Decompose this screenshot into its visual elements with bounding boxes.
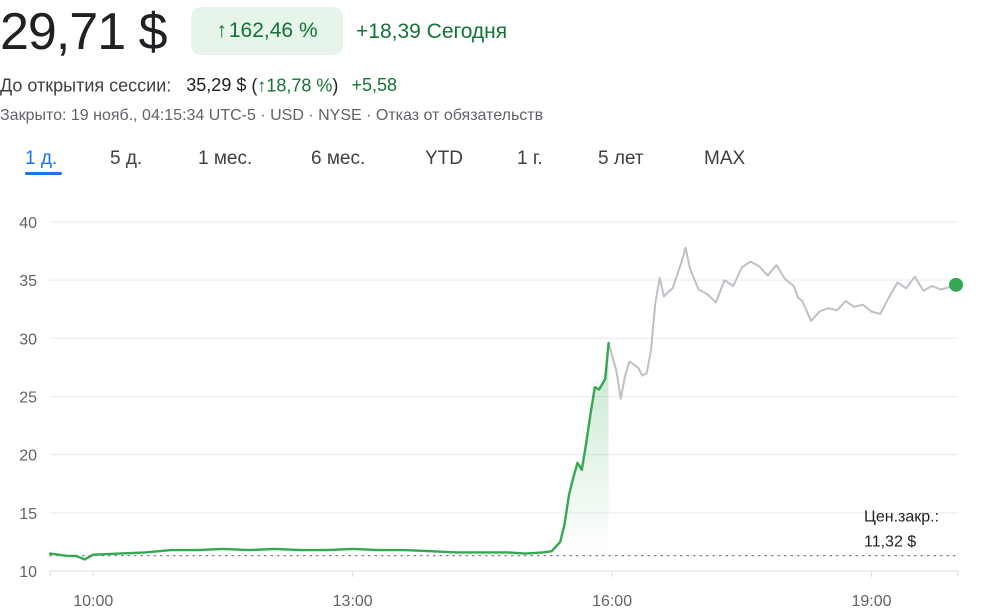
previous-close: Цен.закр.: 11,32 $ <box>49 509 959 557</box>
after-hours-line <box>607 246 959 400</box>
y-tick-label: 35 <box>19 273 37 290</box>
tab-max[interactable]: MAX <box>704 148 746 169</box>
x-tick-label: 19:00 <box>852 593 892 610</box>
y-tick-label: 10 <box>19 564 37 581</box>
premarket-paren-open: ( <box>251 75 258 96</box>
premarket-row: До открытия сессии: 35,29 $ (↑18,78 %) +… <box>0 71 397 97</box>
range-tabs: 1 д. 5 д. 1 мес. 6 мес. YTD 1 г. 5 лет M… <box>0 146 800 180</box>
tab-6m[interactable]: 6 мес. <box>311 148 366 169</box>
y-tick-label: 40 <box>19 215 37 232</box>
change-percent-value: 162,46 % <box>228 19 318 42</box>
y-tick-label: 20 <box>19 448 37 465</box>
y-tick-label: 15 <box>19 506 37 523</box>
arrow-up-icon: ↑ <box>257 75 267 96</box>
regular-session-line <box>48 341 610 561</box>
change-today: +18,39 Сегодня <box>356 20 508 43</box>
tab-1y[interactable]: 1 г. <box>517 148 543 169</box>
premarket-change: +5,58 <box>351 75 397 96</box>
price-chart[interactable]: 10 15 20 25 30 35 40 10:00 13:00 16:00 19:00 Цен.… <box>0 195 1000 614</box>
series-layer <box>48 246 963 561</box>
tab-1m[interactable]: 1 мес. <box>198 148 253 169</box>
tab-5y[interactable]: 5 лет <box>598 148 644 169</box>
tab-5d[interactable]: 5 д. <box>110 148 143 169</box>
regular-session-area <box>551 343 609 556</box>
previous-close-value: 11,32 $ <box>864 534 916 551</box>
tab-ytd[interactable]: YTD <box>425 148 463 169</box>
last-price-dot <box>949 277 963 292</box>
y-tick-label: 25 <box>19 390 37 407</box>
market-status: Закрыто: 19 нояб., 04:15:34 UTC-5 · USD … <box>0 107 544 124</box>
y-axis: 10 15 20 25 30 35 40 <box>19 215 37 581</box>
grid-lines <box>50 221 958 572</box>
premarket-percent: 18,78 % <box>266 75 333 96</box>
active-tab-indicator <box>25 172 62 175</box>
x-tick-label: 13:00 <box>333 593 373 610</box>
y-tick-label: 30 <box>19 331 37 348</box>
x-tick-label: 16:00 <box>592 593 632 610</box>
previous-close-label: Цен.закр.: <box>864 509 939 526</box>
current-price: 29,71 $ <box>0 3 167 61</box>
premarket-label: До открытия сессии: <box>0 75 172 96</box>
premarket-price: 35,29 $ <box>186 75 247 96</box>
tab-1d[interactable]: 1 д. <box>25 148 58 169</box>
x-tick-label: 10:00 <box>73 593 113 610</box>
arrow-up-icon: ↑ <box>216 19 227 42</box>
quote-header: 29,71 $ ↑162,46 % +18,39 Сегодня <box>0 0 1000 64</box>
x-axis: 10:00 13:00 16:00 19:00 <box>49 571 959 610</box>
change-percent-badge: ↑162,46 % <box>191 7 343 55</box>
premarket-paren-close: ) <box>332 75 339 96</box>
